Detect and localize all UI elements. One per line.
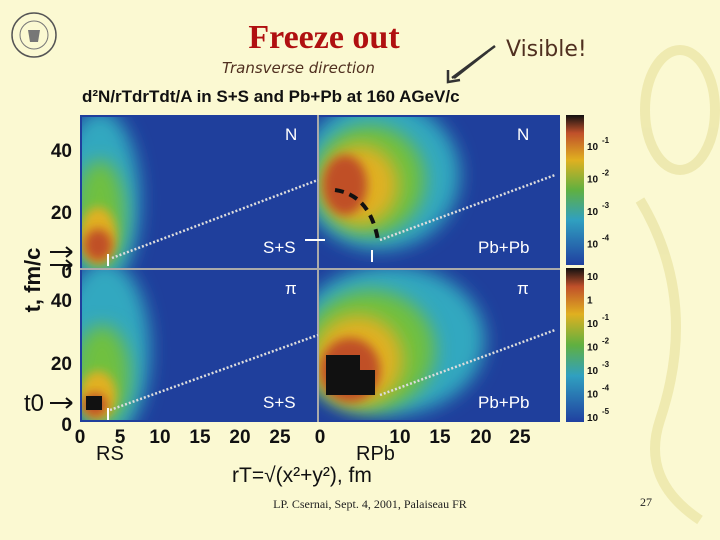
heatmap bbox=[319, 270, 485, 415]
panel-particle: π bbox=[517, 279, 529, 298]
y-tick-label: 0 bbox=[61, 262, 72, 283]
figure-title: d²N/rTdrTdt/A in S+S and Pb+Pb at 160 AG… bbox=[82, 87, 460, 106]
colorbar-exponent: -4 bbox=[602, 384, 610, 393]
x-tick-label: 5 bbox=[115, 427, 126, 448]
colorbar-exponent: -3 bbox=[602, 360, 610, 369]
colorbar-label: 10 bbox=[587, 413, 599, 424]
x-tick-label: 25 bbox=[509, 427, 531, 448]
x-tick-label: 0 bbox=[315, 427, 326, 448]
colorbar-label: 10 bbox=[587, 207, 599, 218]
y-tick-label: 40 bbox=[51, 291, 72, 312]
colorbar-exponent: -4 bbox=[602, 234, 610, 243]
panel-system: Pb+Pb bbox=[478, 393, 530, 412]
rs-label: RS bbox=[96, 443, 124, 465]
marker-arrows bbox=[107, 239, 373, 420]
colorbar-label: 10 bbox=[587, 175, 599, 186]
heatmap bbox=[82, 117, 140, 268]
panel-system: Pb+Pb bbox=[478, 238, 530, 257]
heatmap bbox=[319, 117, 460, 250]
rpb-label: RPb bbox=[356, 443, 395, 465]
panel-system: S+S bbox=[263, 238, 296, 257]
panel-particle: N bbox=[517, 125, 529, 144]
y-axis-label: t, fm/c bbox=[20, 248, 45, 313]
colorbar-label: 10 bbox=[587, 142, 599, 153]
y-tick-label: 20 bbox=[51, 354, 72, 375]
heatmap bbox=[82, 270, 150, 420]
handwritten-note: Transverse direction bbox=[222, 59, 375, 77]
handwritten-callout: Visible! bbox=[506, 37, 587, 62]
owl-decoration bbox=[635, 45, 720, 525]
x-tick-label: 10 bbox=[389, 427, 410, 448]
t0-label: t0 bbox=[24, 390, 44, 417]
colorbar-label: 10 bbox=[587, 366, 599, 377]
colorbar-label: 10 bbox=[587, 240, 599, 251]
colorbar-exponent: -2 bbox=[602, 337, 610, 346]
x-tick-label: 25 bbox=[269, 427, 291, 448]
footer-text: LP. Csernai, Sept. 4, 2001, Palaiseau FR bbox=[273, 497, 467, 511]
panel-particle: N bbox=[285, 125, 297, 144]
colorbar bbox=[566, 115, 584, 265]
callout-arrow bbox=[446, 44, 496, 84]
x-axis-label: rT=√(x²+y²), fm bbox=[232, 464, 372, 487]
x-tick-label: 0 bbox=[75, 427, 86, 448]
y-tick-label: 40 bbox=[51, 141, 72, 162]
university-seal bbox=[11, 12, 57, 58]
colorbar-label: 10 bbox=[587, 390, 599, 401]
x-tick-label: 20 bbox=[470, 427, 491, 448]
light-cone-line bbox=[109, 173, 556, 412]
colorbar-exponent: -3 bbox=[602, 201, 610, 210]
colorbar-exponent: -1 bbox=[602, 136, 610, 145]
x-tick-label: 20 bbox=[229, 427, 250, 448]
y-tick-label: 20 bbox=[51, 203, 72, 224]
panel-system: S+S bbox=[263, 393, 296, 412]
colorbar-label: 10 bbox=[587, 272, 599, 283]
colorbar-exponent: -2 bbox=[602, 169, 610, 178]
colorbar-label: 10 bbox=[587, 319, 599, 330]
page-number: 27 bbox=[640, 495, 652, 509]
panel-particle: π bbox=[285, 279, 297, 298]
axis-arrows bbox=[50, 246, 73, 409]
colorbar-exponent: -5 bbox=[602, 407, 610, 416]
colorbar bbox=[566, 268, 584, 422]
slide-title: Freeze out bbox=[248, 19, 400, 56]
y-tick-label: 0 bbox=[61, 415, 72, 436]
colorbar-exponent: -1 bbox=[602, 313, 610, 322]
colorbar-label: 1 bbox=[587, 296, 593, 307]
colorbar-label: 10 bbox=[587, 343, 599, 354]
x-tick-label: 15 bbox=[429, 427, 451, 448]
x-tick-label: 15 bbox=[189, 427, 211, 448]
x-tick-label: 10 bbox=[149, 427, 170, 448]
